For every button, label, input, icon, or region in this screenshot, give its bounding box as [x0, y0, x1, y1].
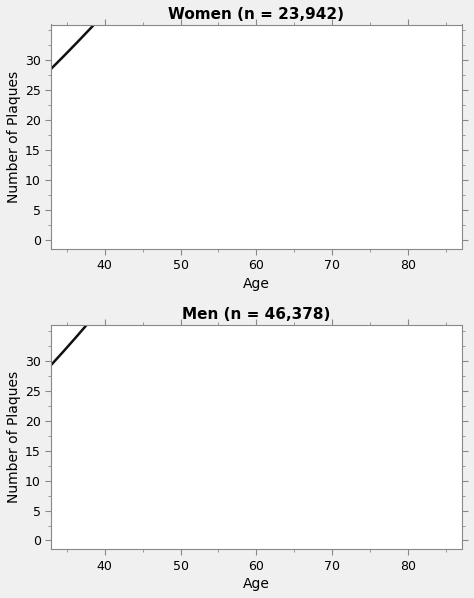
X-axis label: Age: Age [243, 577, 270, 591]
Title: Women (n = 23,942): Women (n = 23,942) [168, 7, 345, 22]
Y-axis label: Number of Plaques: Number of Plaques [7, 71, 21, 203]
X-axis label: Age: Age [243, 277, 270, 291]
Title: Men (n = 46,378): Men (n = 46,378) [182, 307, 331, 322]
Y-axis label: Number of Plaques: Number of Plaques [7, 371, 21, 504]
